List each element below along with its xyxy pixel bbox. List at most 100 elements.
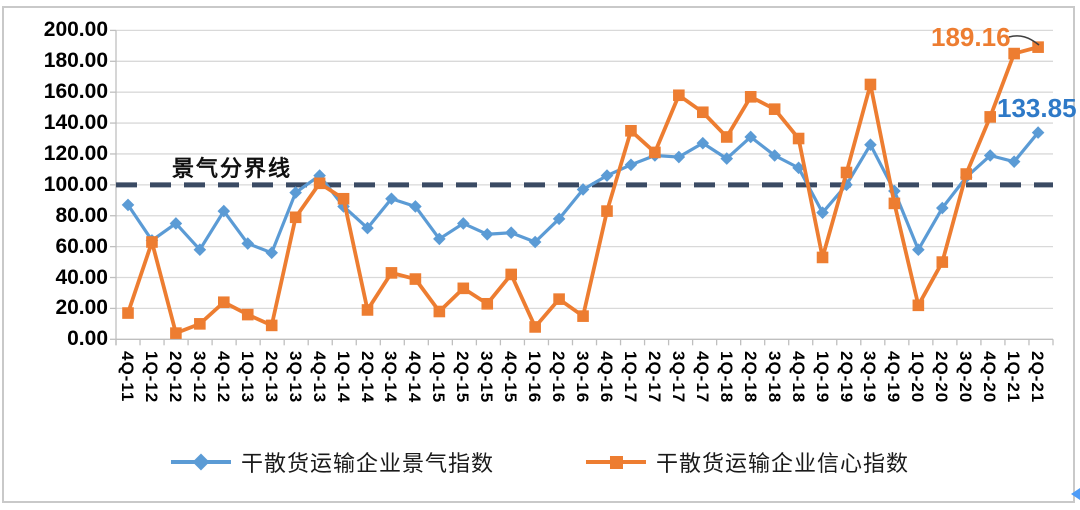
marker-square: [649, 146, 661, 159]
marker-diamond: [624, 158, 638, 172]
marker-diamond: [217, 204, 231, 218]
marker-square: [409, 273, 422, 285]
x-tick-label: 3Q-14: [381, 351, 401, 404]
marker-square: [912, 299, 925, 312]
x-tick-label: 2Q-15: [453, 351, 473, 404]
y-tick-label: 100.00: [43, 172, 108, 196]
marker-square: [744, 91, 757, 103]
marker-diamond: [169, 217, 183, 230]
marker-square: [194, 318, 206, 330]
marker-diamond: [480, 227, 494, 241]
marker-square: [218, 296, 230, 309]
marker-square: [697, 106, 709, 119]
x-tick-label: 1Q-14: [333, 351, 353, 404]
marker-square: [170, 327, 182, 339]
x-tick-label: 2Q-13: [261, 351, 281, 404]
legend: 干散货运输企业景气指数 干散货运输企业信心指数: [170, 446, 909, 478]
y-tick-label: 140.00: [43, 111, 108, 135]
x-tick-label: 4Q-16: [597, 351, 616, 404]
x-tick-label: 1Q-20: [908, 351, 928, 404]
marker-diamond: [792, 161, 805, 175]
x-tick-label: 3Q-12: [189, 351, 209, 404]
y-tick-label: 200.00: [43, 18, 108, 42]
threshold-label: 景气分界线: [172, 156, 293, 181]
line-square-icon: [586, 451, 646, 473]
marker-diamond: [433, 232, 446, 246]
marker-square: [625, 124, 637, 137]
marker-diamond: [504, 226, 518, 240]
data-label-confidence-latest: 189.16: [931, 22, 1011, 52]
marker-square: [337, 192, 350, 205]
x-tick-label: 3Q-18: [764, 351, 784, 404]
chart-frame: [2, 6, 1075, 503]
x-tick-label: 4Q-14: [405, 351, 425, 404]
x-tick-label: 3Q-19: [860, 351, 880, 404]
legend-label-confidence: 干散货运输企业信心指数: [656, 451, 910, 476]
x-tick-label: 4Q-12: [213, 351, 233, 404]
x-tick-label: 4Q-19: [884, 351, 904, 404]
marker-square: [864, 78, 877, 91]
marker-square: [385, 267, 398, 279]
marker-diamond: [576, 183, 590, 196]
marker-square: [673, 89, 685, 102]
marker-diamond: [888, 184, 901, 198]
marker-diamond: [720, 152, 734, 165]
line-diamond-icon: [170, 451, 231, 473]
x-tick-label: 1Q-16: [525, 351, 545, 404]
x-tick-label: 4Q-17: [692, 351, 712, 404]
marker-square: [720, 131, 733, 143]
x-tick-label: 4Q-15: [501, 351, 521, 404]
marker-diamond: [241, 237, 255, 250]
x-tick-label: 2Q-18: [740, 351, 760, 404]
x-tick-label: 4Q-13: [309, 351, 329, 404]
gridlines: [116, 29, 1053, 340]
legend-item-prosperity-index[interactable]: 干散货运输企业景气指数: [170, 446, 494, 478]
marker-square: [361, 304, 374, 316]
axes-and-ticks: [110, 29, 1054, 346]
marker-diamond: [385, 192, 398, 206]
marker-diamond: [696, 136, 710, 150]
marker-square: [960, 168, 973, 180]
x-tick-label: 2Q-16: [549, 351, 569, 404]
marker-diamond: [600, 169, 614, 182]
x-tick-label: 1Q-17: [620, 351, 640, 404]
marker-square: [840, 166, 853, 179]
x-tick-label: 3Q-16: [573, 351, 593, 404]
marker-diamond: [936, 201, 949, 215]
marker-square: [457, 282, 470, 295]
marker-diamond: [672, 150, 686, 164]
x-tick-label: 2Q-17: [644, 351, 664, 404]
x-tick-label: 2Q-14: [357, 351, 377, 404]
x-tick-label: 2Q-19: [836, 351, 856, 404]
data-series: [121, 41, 1045, 339]
y-tick-label: 60.00: [55, 234, 108, 258]
data-label-prosperity-latest: 133.85: [997, 93, 1077, 123]
marker-diamond: [193, 243, 207, 257]
marker-diamond: [1007, 155, 1021, 168]
marker-square: [888, 197, 901, 210]
marker-square: [529, 321, 541, 333]
legend-item-confidence-index[interactable]: 干散货运输企业信心指数: [586, 446, 909, 478]
y-tick-label: 160.00: [43, 80, 108, 104]
x-tick-label: 2Q-20: [932, 351, 952, 404]
marker-diamond: [289, 186, 302, 199]
marker-diamond: [912, 243, 925, 257]
marker-square: [122, 307, 134, 319]
x-tick-label: 1Q-18: [716, 351, 736, 404]
marker-diamond: [313, 169, 326, 182]
marker-square: [265, 319, 278, 332]
marker-diamond: [528, 235, 542, 249]
x-tick-label: 4Q-18: [788, 351, 808, 404]
x-tick-label: 3Q-20: [956, 351, 976, 404]
marker-square: [146, 236, 158, 248]
x-tick-label: 3Q-13: [285, 351, 305, 404]
marker-diamond: [265, 246, 278, 260]
x-tick-label: 1Q-21: [1004, 351, 1024, 404]
marker-square: [313, 177, 326, 190]
y-tick-label: 120.00: [43, 141, 108, 165]
x-tick-label: 4Q-11: [118, 351, 137, 403]
x-tick-label: 4Q-20: [980, 351, 1000, 404]
y-tick-label: 180.00: [43, 49, 108, 73]
